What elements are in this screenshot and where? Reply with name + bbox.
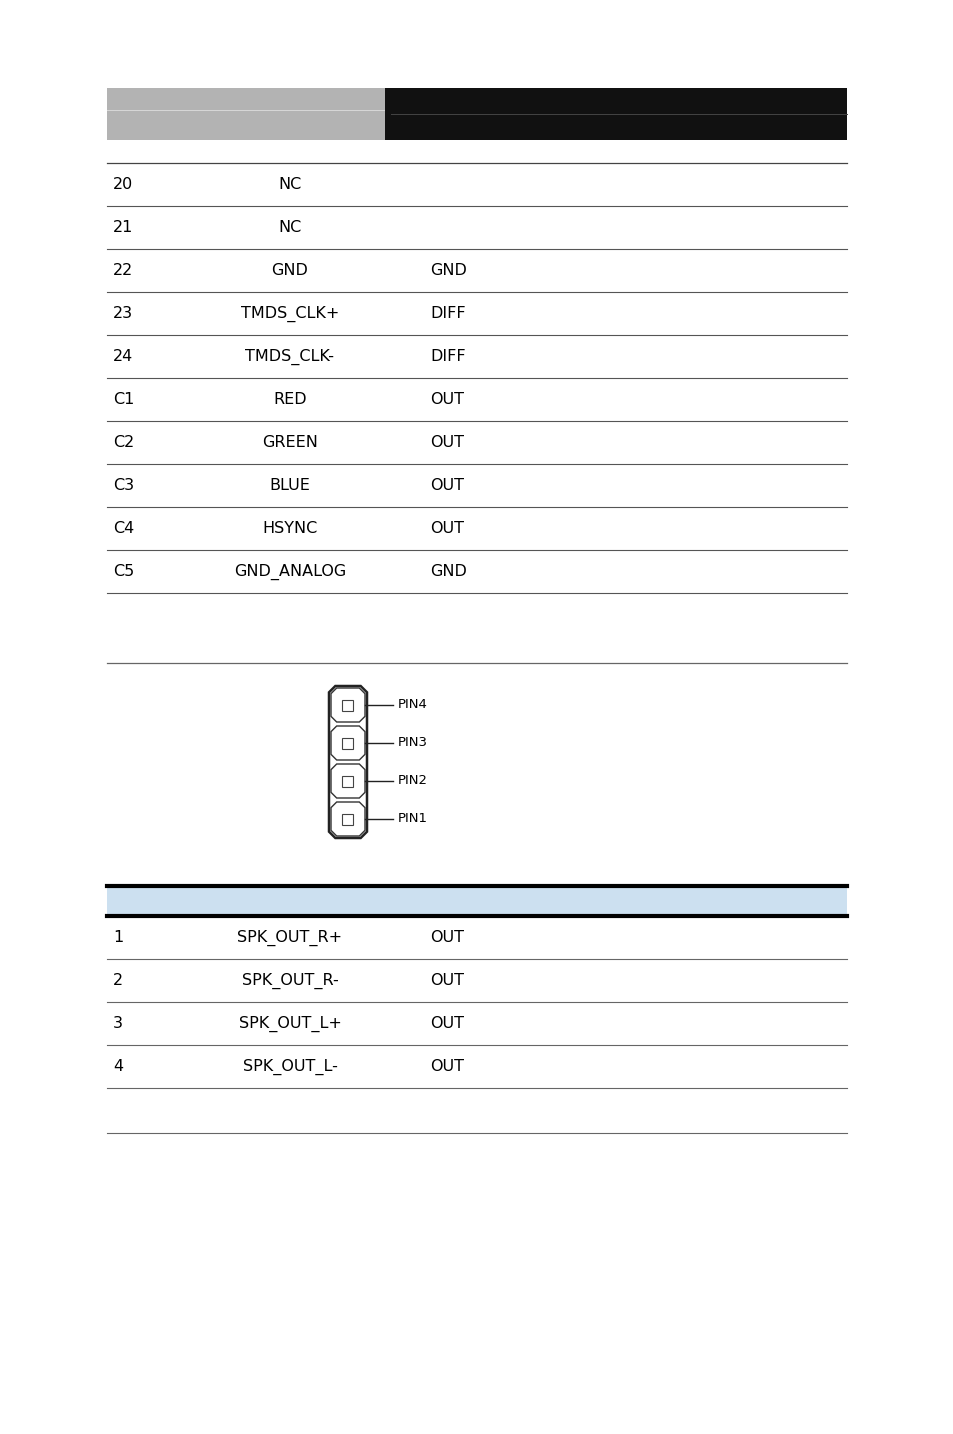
Text: HSYNC: HSYNC <box>262 521 317 536</box>
Bar <box>342 737 354 749</box>
Text: SPK_OUT_R-: SPK_OUT_R- <box>241 972 338 988</box>
Text: C5: C5 <box>112 564 134 579</box>
Text: GND_ANALOG: GND_ANALOG <box>233 564 346 579</box>
Text: 2: 2 <box>112 974 123 988</box>
Text: PIN1: PIN1 <box>397 813 428 826</box>
Text: OUT: OUT <box>430 435 463 450</box>
Bar <box>342 700 354 710</box>
Text: DIFF: DIFF <box>430 305 465 321</box>
Text: GND: GND <box>430 564 466 579</box>
Text: GND: GND <box>430 262 466 278</box>
Text: TMDS_CLK-: TMDS_CLK- <box>245 348 335 364</box>
Text: C3: C3 <box>112 478 134 493</box>
Bar <box>107 87 385 141</box>
Text: NC: NC <box>278 176 301 192</box>
Text: OUT: OUT <box>430 521 463 536</box>
Text: BLUE: BLUE <box>270 478 310 493</box>
Text: 3: 3 <box>112 1017 123 1031</box>
Polygon shape <box>331 688 365 721</box>
Text: OUT: OUT <box>430 1058 463 1074</box>
Polygon shape <box>331 802 365 836</box>
Text: 21: 21 <box>112 219 133 235</box>
Text: DIFF: DIFF <box>430 348 465 364</box>
Text: C1: C1 <box>112 391 134 407</box>
Text: PIN4: PIN4 <box>397 698 428 711</box>
Text: 4: 4 <box>112 1058 123 1074</box>
Text: 1: 1 <box>112 931 123 945</box>
Text: C4: C4 <box>112 521 134 536</box>
Text: NC: NC <box>278 219 301 235</box>
Text: 23: 23 <box>112 305 133 321</box>
Text: SPK_OUT_R+: SPK_OUT_R+ <box>237 929 342 945</box>
Bar <box>342 776 354 786</box>
Text: SPK_OUT_L+: SPK_OUT_L+ <box>238 1015 341 1031</box>
Bar <box>107 886 846 916</box>
Text: PIN2: PIN2 <box>397 774 428 787</box>
Bar <box>342 813 354 825</box>
Text: OUT: OUT <box>430 931 463 945</box>
Text: SPK_OUT_L-: SPK_OUT_L- <box>242 1058 337 1074</box>
Polygon shape <box>331 764 365 797</box>
Text: OUT: OUT <box>430 478 463 493</box>
Text: OUT: OUT <box>430 1017 463 1031</box>
Text: OUT: OUT <box>430 974 463 988</box>
Text: GND: GND <box>272 262 308 278</box>
Polygon shape <box>329 685 367 837</box>
Text: C2: C2 <box>112 435 134 450</box>
Bar <box>385 87 846 141</box>
Text: RED: RED <box>273 391 307 407</box>
Text: PIN3: PIN3 <box>397 737 428 750</box>
Polygon shape <box>331 726 365 760</box>
Text: 20: 20 <box>112 176 133 192</box>
Text: 24: 24 <box>112 348 133 364</box>
Text: TMDS_CLK+: TMDS_CLK+ <box>240 305 339 321</box>
Text: GREEN: GREEN <box>262 435 317 450</box>
Text: 22: 22 <box>112 262 133 278</box>
Text: OUT: OUT <box>430 391 463 407</box>
